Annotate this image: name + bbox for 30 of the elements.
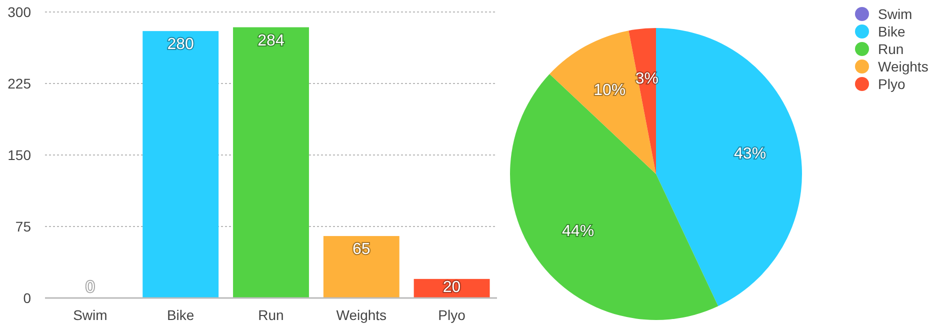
data-label: 43% [734, 146, 766, 163]
x-tick-label: Swim [73, 307, 108, 323]
legend-label: Swim [878, 6, 912, 22]
data-label: 0 [86, 279, 95, 296]
pie-slice [510, 74, 718, 320]
x-tick-label: Run [258, 307, 284, 323]
x-tick-label: Plyo [438, 307, 466, 323]
y-tick-label: 0 [23, 290, 32, 306]
bar [142, 31, 219, 298]
pie-slice [656, 28, 802, 306]
x-tick-label: Weights [336, 307, 387, 323]
y-tick-label: 225 [8, 75, 32, 92]
legend-label: Bike [878, 23, 906, 40]
y-tick-label: 300 [8, 4, 32, 20]
legend-label: Run [878, 40, 904, 57]
x-tick-label: Bike [166, 307, 194, 323]
pie-slice [550, 30, 656, 174]
data-label: 280 [167, 36, 194, 54]
data-label: 20 [442, 279, 461, 296]
legend-label: Weights [878, 58, 928, 74]
bar [233, 27, 309, 298]
pie-slice [628, 28, 656, 174]
data-label: 65 [352, 241, 370, 258]
data-label: 284 [258, 32, 284, 50]
bar [323, 236, 400, 298]
y-tick-label: 75 [15, 218, 32, 234]
data-label: 10% [594, 82, 626, 100]
y-tick-label: 150 [8, 146, 32, 163]
data-label: 44% [562, 223, 594, 240]
legend-label: Plyo [878, 76, 906, 92]
